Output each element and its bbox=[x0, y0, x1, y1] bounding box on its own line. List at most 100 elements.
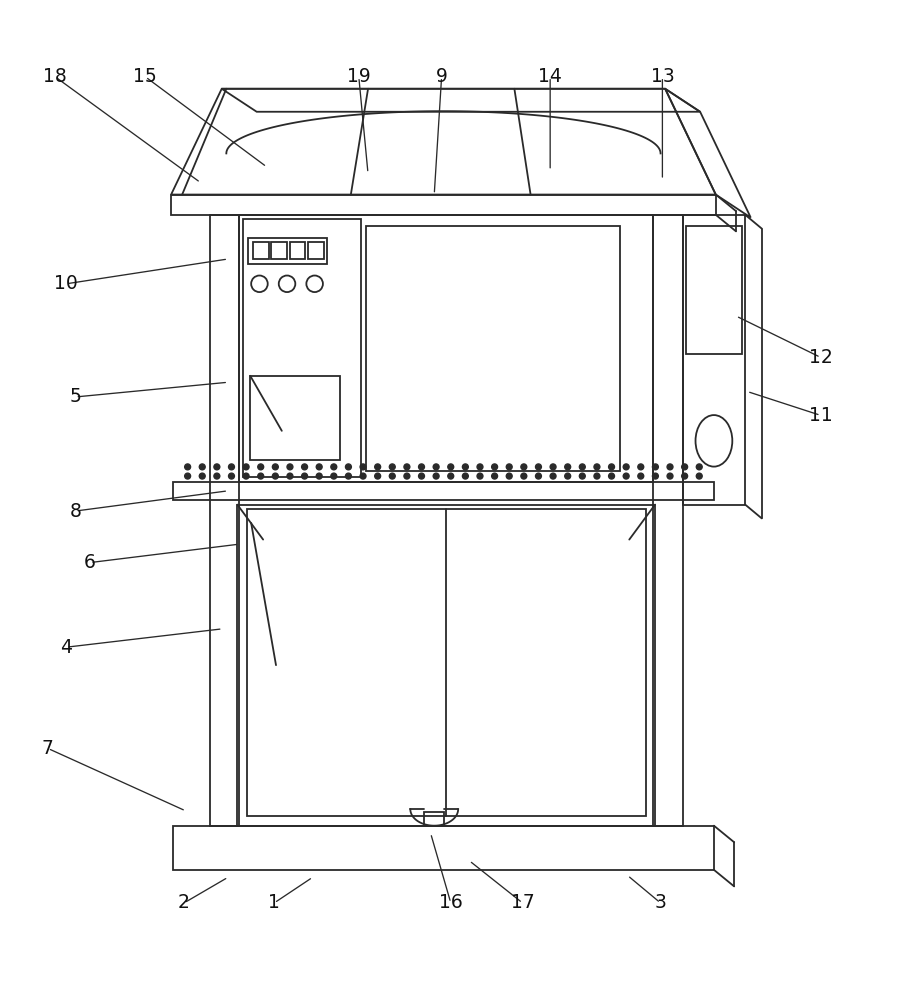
Circle shape bbox=[214, 473, 220, 479]
Circle shape bbox=[243, 473, 249, 479]
Circle shape bbox=[608, 464, 614, 470]
Circle shape bbox=[462, 473, 468, 479]
Circle shape bbox=[433, 464, 438, 470]
Bar bbox=[171, 195, 715, 215]
Circle shape bbox=[564, 464, 570, 470]
Circle shape bbox=[257, 473, 264, 479]
Bar bbox=[682, 215, 744, 505]
Circle shape bbox=[520, 473, 527, 479]
Text: 18: 18 bbox=[43, 67, 67, 86]
Text: 14: 14 bbox=[538, 67, 562, 86]
Bar bbox=[686, 226, 741, 354]
Circle shape bbox=[199, 464, 205, 470]
Circle shape bbox=[287, 464, 292, 470]
Circle shape bbox=[272, 473, 278, 479]
Circle shape bbox=[564, 473, 570, 479]
Circle shape bbox=[301, 464, 307, 470]
Text: 11: 11 bbox=[808, 406, 832, 425]
Circle shape bbox=[608, 473, 614, 479]
Bar bbox=[246, 509, 645, 816]
Circle shape bbox=[433, 473, 438, 479]
Circle shape bbox=[491, 473, 497, 479]
Circle shape bbox=[257, 464, 264, 470]
Bar bbox=[289, 242, 305, 259]
Circle shape bbox=[637, 464, 643, 470]
Text: 4: 4 bbox=[60, 638, 73, 657]
Bar bbox=[253, 242, 268, 259]
Circle shape bbox=[535, 473, 540, 479]
Circle shape bbox=[228, 473, 234, 479]
Bar bbox=[652, 215, 682, 826]
Circle shape bbox=[594, 464, 599, 470]
Text: 19: 19 bbox=[346, 67, 370, 86]
Circle shape bbox=[520, 464, 527, 470]
Text: 1: 1 bbox=[268, 893, 279, 912]
Text: 8: 8 bbox=[70, 502, 81, 521]
Circle shape bbox=[448, 464, 453, 470]
Bar bbox=[239, 215, 652, 482]
Circle shape bbox=[505, 464, 512, 470]
Circle shape bbox=[696, 464, 701, 470]
Circle shape bbox=[185, 464, 190, 470]
Circle shape bbox=[346, 473, 351, 479]
Circle shape bbox=[199, 473, 205, 479]
Circle shape bbox=[418, 473, 424, 479]
Circle shape bbox=[579, 473, 584, 479]
Circle shape bbox=[666, 473, 672, 479]
Text: 15: 15 bbox=[133, 67, 157, 86]
Circle shape bbox=[550, 464, 555, 470]
Circle shape bbox=[652, 464, 658, 470]
Circle shape bbox=[228, 464, 234, 470]
Text: 13: 13 bbox=[650, 67, 674, 86]
Circle shape bbox=[214, 464, 220, 470]
Circle shape bbox=[359, 464, 366, 470]
Circle shape bbox=[272, 464, 278, 470]
Text: 6: 6 bbox=[85, 553, 96, 572]
Text: 3: 3 bbox=[654, 893, 665, 912]
Bar bbox=[173, 826, 713, 870]
Circle shape bbox=[287, 473, 292, 479]
Circle shape bbox=[696, 473, 701, 479]
Bar bbox=[248, 238, 326, 264]
Bar bbox=[237, 505, 654, 826]
Circle shape bbox=[403, 464, 409, 470]
Circle shape bbox=[681, 464, 686, 470]
Circle shape bbox=[666, 464, 672, 470]
Bar bbox=[243, 219, 360, 477]
Text: 16: 16 bbox=[438, 893, 462, 912]
Bar bbox=[210, 215, 239, 826]
Circle shape bbox=[535, 464, 540, 470]
Circle shape bbox=[491, 464, 497, 470]
Text: 2: 2 bbox=[178, 893, 189, 912]
Circle shape bbox=[374, 464, 380, 470]
Circle shape bbox=[637, 473, 643, 479]
Circle shape bbox=[477, 464, 482, 470]
Circle shape bbox=[505, 473, 512, 479]
Text: 12: 12 bbox=[808, 348, 832, 367]
Text: 9: 9 bbox=[436, 67, 447, 86]
Text: 7: 7 bbox=[42, 739, 53, 758]
Circle shape bbox=[301, 473, 307, 479]
Circle shape bbox=[316, 473, 322, 479]
Bar bbox=[250, 376, 340, 460]
Circle shape bbox=[448, 473, 453, 479]
Circle shape bbox=[579, 464, 584, 470]
Circle shape bbox=[594, 473, 599, 479]
Text: 5: 5 bbox=[70, 387, 81, 406]
Bar bbox=[173, 482, 713, 500]
Circle shape bbox=[681, 473, 686, 479]
Circle shape bbox=[316, 464, 322, 470]
Circle shape bbox=[331, 473, 336, 479]
Text: 17: 17 bbox=[510, 893, 534, 912]
Circle shape bbox=[389, 464, 395, 470]
Bar bbox=[308, 242, 323, 259]
Circle shape bbox=[550, 473, 555, 479]
Bar bbox=[424, 812, 444, 826]
Circle shape bbox=[477, 473, 482, 479]
Circle shape bbox=[359, 473, 366, 479]
Circle shape bbox=[622, 464, 629, 470]
Circle shape bbox=[622, 473, 629, 479]
Circle shape bbox=[374, 473, 380, 479]
Circle shape bbox=[243, 464, 249, 470]
Circle shape bbox=[403, 473, 409, 479]
